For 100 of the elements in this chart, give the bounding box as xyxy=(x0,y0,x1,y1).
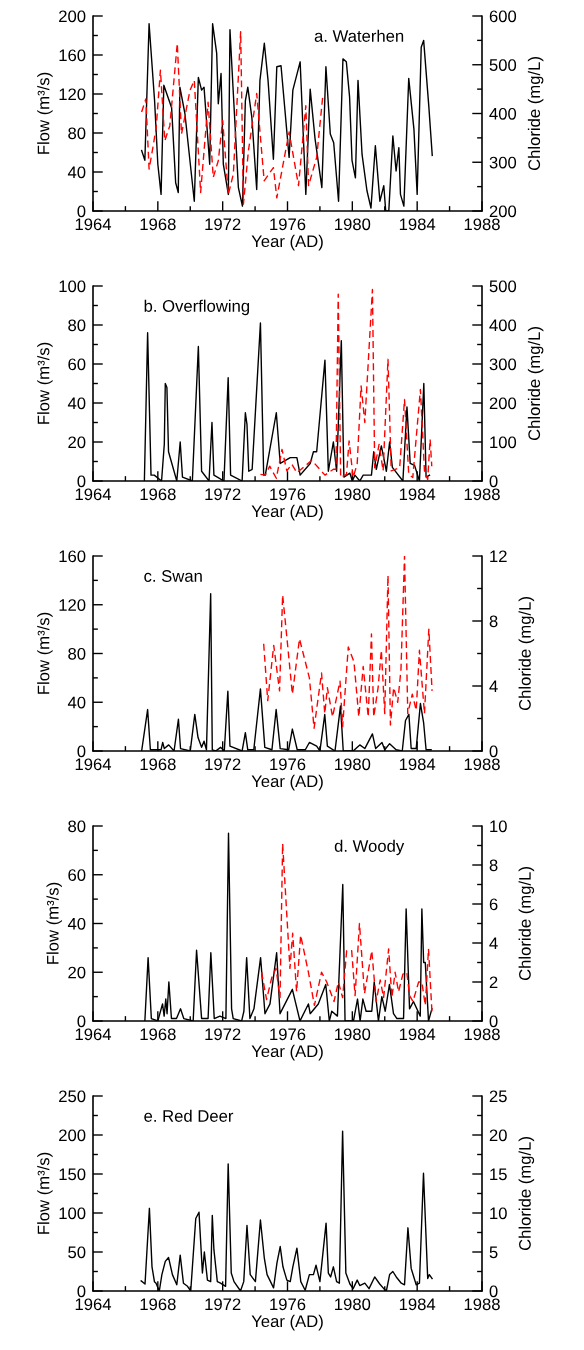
y-tick-label: 160 xyxy=(59,550,86,563)
y-tick-label: 80 xyxy=(68,820,86,833)
y-tick-label: 40 xyxy=(67,917,86,930)
x-tick-label: 1964 xyxy=(75,218,112,231)
y2-tick-label: 0 xyxy=(489,1285,498,1298)
x-tick-label: 1972 xyxy=(205,1028,241,1041)
x-axis-title: Year (AD) xyxy=(251,234,323,251)
x-tick-label: 1980 xyxy=(335,1028,371,1041)
y-axis-title: Flow (m³/s) xyxy=(46,882,62,964)
y-axis-title: Flow (m³/s) xyxy=(37,72,53,154)
y-tick-label: 80 xyxy=(68,319,86,332)
text: e. Red Deer xyxy=(144,1109,234,1122)
x-tick-label: 1980 xyxy=(335,758,371,771)
x-tick-label: 1972 xyxy=(205,218,241,231)
x-tick-label: 1968 xyxy=(140,758,176,771)
y-tick-label: 40 xyxy=(67,166,86,179)
x-tick-label: 1964 xyxy=(75,1298,112,1311)
line-series xyxy=(262,556,433,729)
x-tick-label: 1988 xyxy=(464,1298,500,1311)
y2-axis-title: Chloride (mg/L) xyxy=(518,867,535,981)
y2-tick-label: 6 xyxy=(489,898,498,911)
x-tick-label: 1968 xyxy=(140,1028,176,1041)
x-tick-label: 1964 xyxy=(75,488,112,501)
y2-tick-label: 0 xyxy=(489,475,498,488)
y-tick-label: 200 xyxy=(59,10,86,23)
text: b. Overflowing xyxy=(144,299,250,316)
x-tick-label: 1984 xyxy=(399,1028,436,1041)
x-tick-label: 1988 xyxy=(464,758,500,771)
y-tick-label: 200 xyxy=(59,1129,86,1142)
x-tick-label: 1968 xyxy=(140,218,176,231)
x-tick-label: 1968 xyxy=(140,1298,176,1311)
y2-tick-label: 500 xyxy=(489,59,517,71)
y2-tick-label: 25 xyxy=(489,1090,507,1103)
y-tick-label: 50 xyxy=(68,1246,86,1259)
y-tick-label: 0 xyxy=(77,205,86,218)
x-tick-label: 1972 xyxy=(205,758,241,771)
y-tick-label: 60 xyxy=(68,869,86,881)
x-tick-label: 1976 xyxy=(270,488,306,501)
x-tick-label: 1984 xyxy=(399,218,436,231)
y2-axis-title: Chloride (mg/L) xyxy=(518,597,535,711)
x-tick-label: 1980 xyxy=(335,1298,371,1311)
y2-tick-label: 2 xyxy=(489,976,498,989)
y2-tick-label: 500 xyxy=(489,280,517,293)
y2-tick-label: 8 xyxy=(489,859,498,872)
y-tick-label: 40 xyxy=(67,397,86,410)
x-axis-title: Year (AD) xyxy=(251,774,323,791)
y-tick-label: 150 xyxy=(59,1168,86,1181)
y-tick-label: 160 xyxy=(59,49,86,62)
y-axis-title: Flow (m³/s) xyxy=(37,1152,53,1234)
y-tick-label: 0 xyxy=(77,1285,86,1298)
y-tick-label: 100 xyxy=(59,1207,86,1220)
x-tick-label: 1976 xyxy=(270,218,306,231)
text: a. Waterhen xyxy=(314,29,404,42)
y-tick-label: 20 xyxy=(68,966,86,979)
y-tick-label: 250 xyxy=(59,1090,86,1103)
y2-tick-label: 20 xyxy=(489,1129,507,1142)
x-tick-label: 1968 xyxy=(140,488,176,501)
y2-tick-label: 400 xyxy=(489,319,517,332)
x-tick-label: 1984 xyxy=(399,1298,436,1311)
x-tick-label: 1988 xyxy=(464,1028,500,1041)
y-axis-title: Flow (m³/s) xyxy=(37,342,53,424)
y2-tick-label: 0 xyxy=(489,745,498,758)
x-tick-label: 1980 xyxy=(335,488,371,501)
x-tick-label: 1964 xyxy=(75,758,112,771)
y-tick-label: 40 xyxy=(67,696,86,709)
x-tick-label: 1988 xyxy=(464,488,500,501)
x-axis-title: Year (AD) xyxy=(251,1314,323,1331)
x-tick-label: 1972 xyxy=(205,1298,241,1311)
x-axis-title: Year (AD) xyxy=(251,504,323,521)
y-tick-label: 80 xyxy=(68,647,86,660)
y2-axis-title: Chloride (mg/L) xyxy=(527,57,544,171)
y2-tick-label: 0 xyxy=(489,1015,498,1028)
y2-tick-label: 300 xyxy=(489,156,517,169)
y-tick-label: 80 xyxy=(68,127,86,140)
y2-tick-label: 15 xyxy=(490,1168,507,1181)
y-tick-label: 0 xyxy=(77,1015,86,1028)
x-axis-title: Year (AD) xyxy=(251,1044,323,1061)
y-tick-label: 60 xyxy=(68,358,86,371)
y2-tick-label: 4 xyxy=(489,680,498,693)
y2-tick-label: 4 xyxy=(489,937,498,950)
y2-tick-label: 300 xyxy=(489,358,517,371)
x-tick-label: 1984 xyxy=(399,758,436,771)
y-tick-label: 0 xyxy=(77,475,86,488)
y-tick-label: 120 xyxy=(59,599,86,611)
y2-tick-label: 8 xyxy=(489,615,498,628)
y2-tick-label: 400 xyxy=(489,107,517,120)
x-tick-label: 1984 xyxy=(399,488,436,501)
y2-tick-label: 200 xyxy=(489,205,517,218)
y2-tick-label: 600 xyxy=(489,10,517,23)
x-tick-label: 1976 xyxy=(270,758,306,771)
y-tick-label: 20 xyxy=(68,436,86,449)
x-tick-label: 1964 xyxy=(75,1028,112,1041)
y-tick-label: 100 xyxy=(59,280,86,293)
line-series xyxy=(259,288,433,481)
y2-tick-label: 5 xyxy=(489,1246,498,1259)
y2-tick-label: 100 xyxy=(490,436,517,449)
y-tick-label: 120 xyxy=(59,88,86,101)
y-axis-title: Flow (m³/s) xyxy=(37,612,53,694)
y2-tick-label: 10 xyxy=(490,820,507,833)
text: c. Swan xyxy=(144,570,202,582)
